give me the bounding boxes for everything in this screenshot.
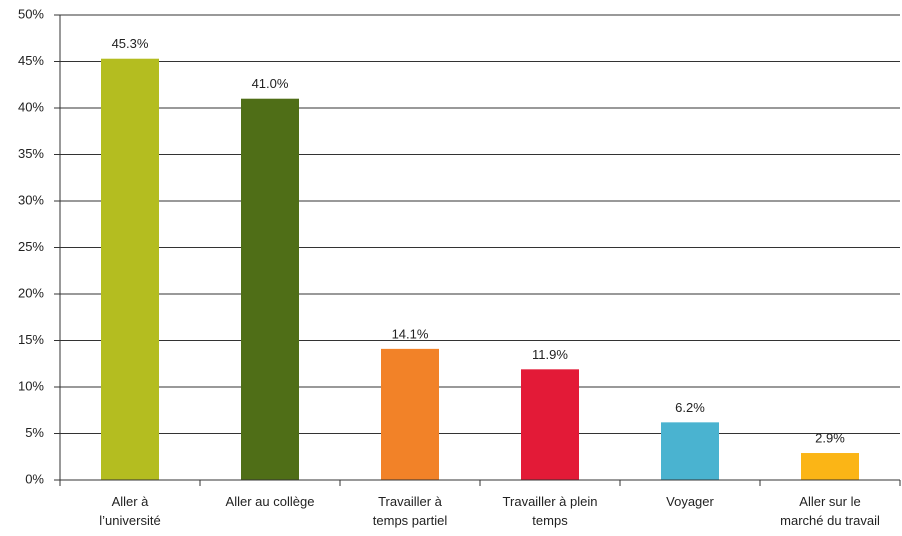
y-tick-label: 50% — [18, 6, 44, 21]
data-label: 14.1% — [392, 326, 429, 341]
y-tick-label: 30% — [18, 192, 44, 207]
data-label: 41.0% — [252, 76, 289, 91]
data-label: 2.9% — [815, 430, 845, 445]
y-tick-label: 40% — [18, 99, 44, 114]
bar — [661, 422, 719, 480]
y-tick-label: 35% — [18, 146, 44, 161]
y-tick-label: 45% — [18, 53, 44, 68]
bar — [101, 58, 159, 481]
y-tick-label: 25% — [18, 239, 44, 254]
y-tick-label: 0% — [25, 471, 44, 486]
bar — [241, 98, 299, 480]
x-tick-label: Aller à l’université — [99, 494, 161, 528]
y-tick-label: 20% — [18, 285, 44, 300]
x-tick-label: Travailler à plein temps — [502, 494, 598, 528]
data-label: 45.3% — [112, 36, 149, 51]
bar — [381, 348, 439, 480]
bar — [801, 453, 859, 480]
x-tick-label: Voyager — [666, 494, 714, 509]
data-label: 6.2% — [675, 400, 705, 415]
data-label: 11.9% — [532, 347, 568, 362]
x-tick-label: Travailler à temps partiel — [372, 494, 448, 528]
y-tick-label: 15% — [18, 332, 44, 347]
y-tick-label: 10% — [18, 378, 44, 393]
y-tick-label: 5% — [25, 425, 44, 440]
x-tick-label: Aller sur le marché du travail — [780, 494, 880, 528]
x-tick-label: Aller au collège — [225, 494, 315, 509]
bar — [521, 369, 579, 480]
